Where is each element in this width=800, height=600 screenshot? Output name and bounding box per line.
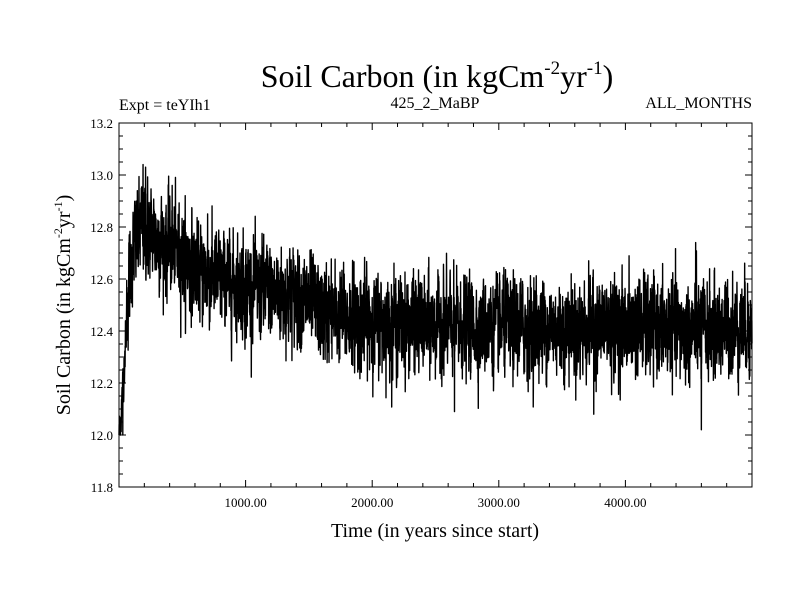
series-group	[118, 163, 753, 436]
y-tick-label: 12.8	[90, 220, 113, 235]
y-axis-label-mid: yr	[53, 211, 75, 228]
x-tick-label: 2000.00	[351, 495, 393, 510]
chart-title: Soil Carbon (in kgCm-2yr-1)	[261, 58, 614, 94]
y-tick-label: 11.8	[91, 480, 113, 495]
y-axis-label-sup1: -2	[51, 228, 65, 238]
ticks-group: 1000.00 2000.00 3000.00 4000.00 11.8 12.0 12.2…	[90, 116, 752, 510]
chart-title-mid: yr	[560, 58, 587, 94]
x-tick-label: 1000.00	[224, 495, 266, 510]
y-tick-label: 13.0	[90, 168, 113, 183]
y-tick-label: 13.2	[90, 116, 113, 131]
x-axis-label: Time (in years since start)	[331, 520, 539, 542]
y-axis-label-text: Soil Carbon (in kgCm	[53, 238, 75, 416]
subtitle-right: ALL_MONTHS	[645, 95, 752, 112]
chart-title-end: )	[603, 58, 614, 94]
y-tick-label: 12.6	[90, 272, 113, 287]
subtitle-center: 425_2_MaBP	[391, 95, 480, 112]
y-tick-label: 12.2	[90, 376, 113, 391]
chart-title-sup2: -1	[587, 58, 603, 79]
y-tick-label: 12.0	[90, 428, 113, 443]
y-tick-label: 12.4	[90, 324, 113, 339]
subtitle-left: Expt = teYIh1	[119, 97, 211, 114]
y-axis-label: Soil Carbon (in kgCm-2yr-1)	[51, 195, 75, 416]
chart-title-text: Soil Carbon (in kgCm	[261, 58, 545, 94]
x-tick-label: 4000.00	[604, 495, 646, 510]
x-tick-label: 3000.00	[478, 495, 520, 510]
y-axis-label-end: )	[53, 195, 75, 202]
y-axis-label-sup2: -1	[51, 201, 65, 211]
series-line-soil-carbon	[118, 163, 753, 436]
chart-title-sup1: -2	[544, 58, 560, 79]
